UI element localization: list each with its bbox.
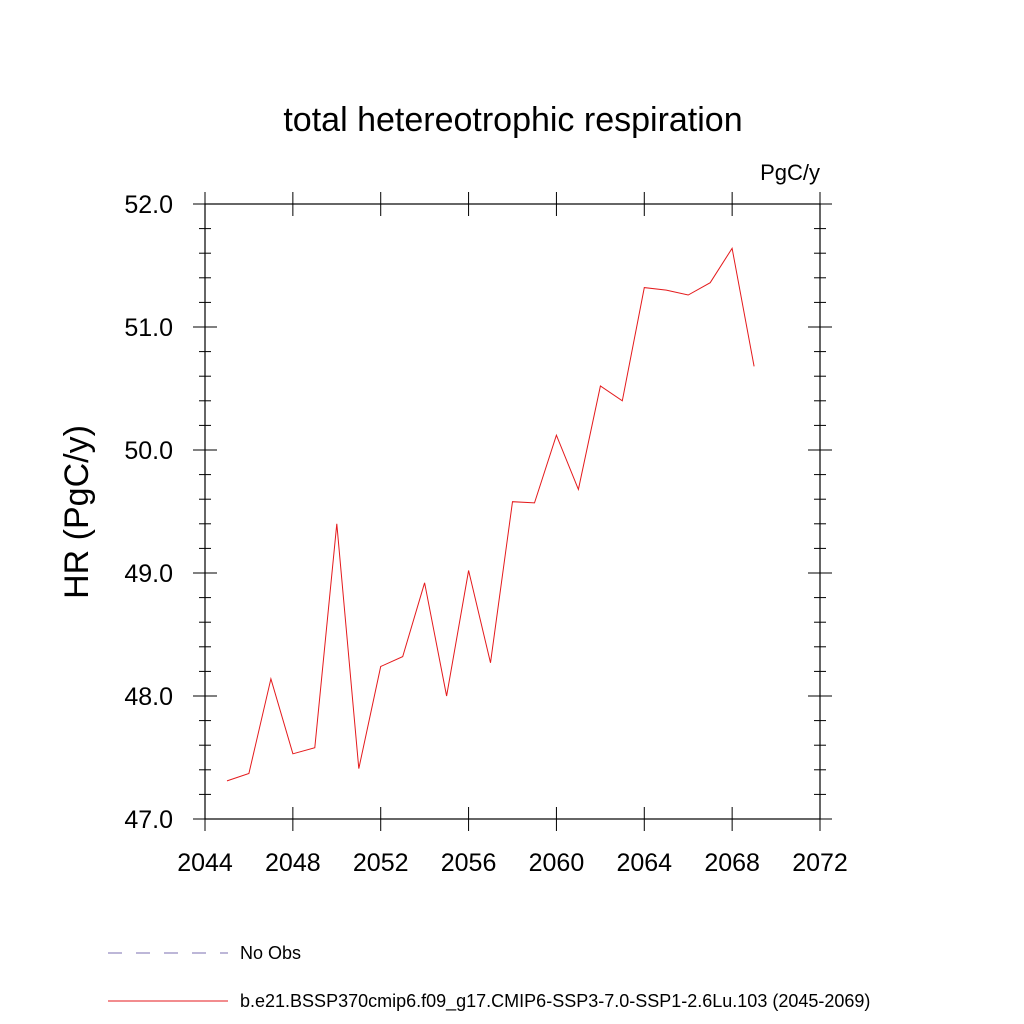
units-label: PgC/y (760, 160, 820, 185)
y-axis-label: HR (PgC/y) (58, 425, 96, 599)
y-tick-label: 52.0 (124, 191, 173, 219)
x-tick-label: 2044 (177, 849, 233, 877)
y-tick-label: 47.0 (124, 806, 173, 834)
axis-ticks (193, 192, 832, 831)
x-tick-label: 2072 (792, 849, 848, 877)
x-tick-label: 2060 (529, 849, 585, 877)
axis-tick-labels: 47.0 48.0 49.0 50.0 51.0 52.0 2044 2048 2052 2056… (124, 191, 847, 877)
series-line (226, 246, 755, 782)
legend-label-model-run: b.e21.BSSP370cmip6.f09_g17.CMIP6-SSP3-7.… (240, 991, 870, 1012)
y-tick-label: 48.0 (124, 683, 173, 711)
plot-frame (204, 203, 821, 820)
y-tick-label: 49.0 (124, 560, 173, 588)
x-tick-label: 2064 (616, 849, 672, 877)
legend-label-no-obs: No Obs (240, 943, 301, 963)
x-tick-label: 2068 (704, 849, 760, 877)
y-tick-label: 50.0 (124, 437, 173, 465)
legend: No Obs b.e21.BSSP370cmip6.f09_g17.CMIP6-… (108, 943, 870, 1012)
chart-title: total hetereotrophic respiration (283, 101, 742, 139)
series-layer (226, 246, 755, 782)
x-tick-label: 2048 (265, 849, 321, 877)
x-tick-label: 2052 (353, 849, 409, 877)
y-tick-label: 51.0 (124, 314, 173, 342)
x-tick-label: 2056 (441, 849, 497, 877)
